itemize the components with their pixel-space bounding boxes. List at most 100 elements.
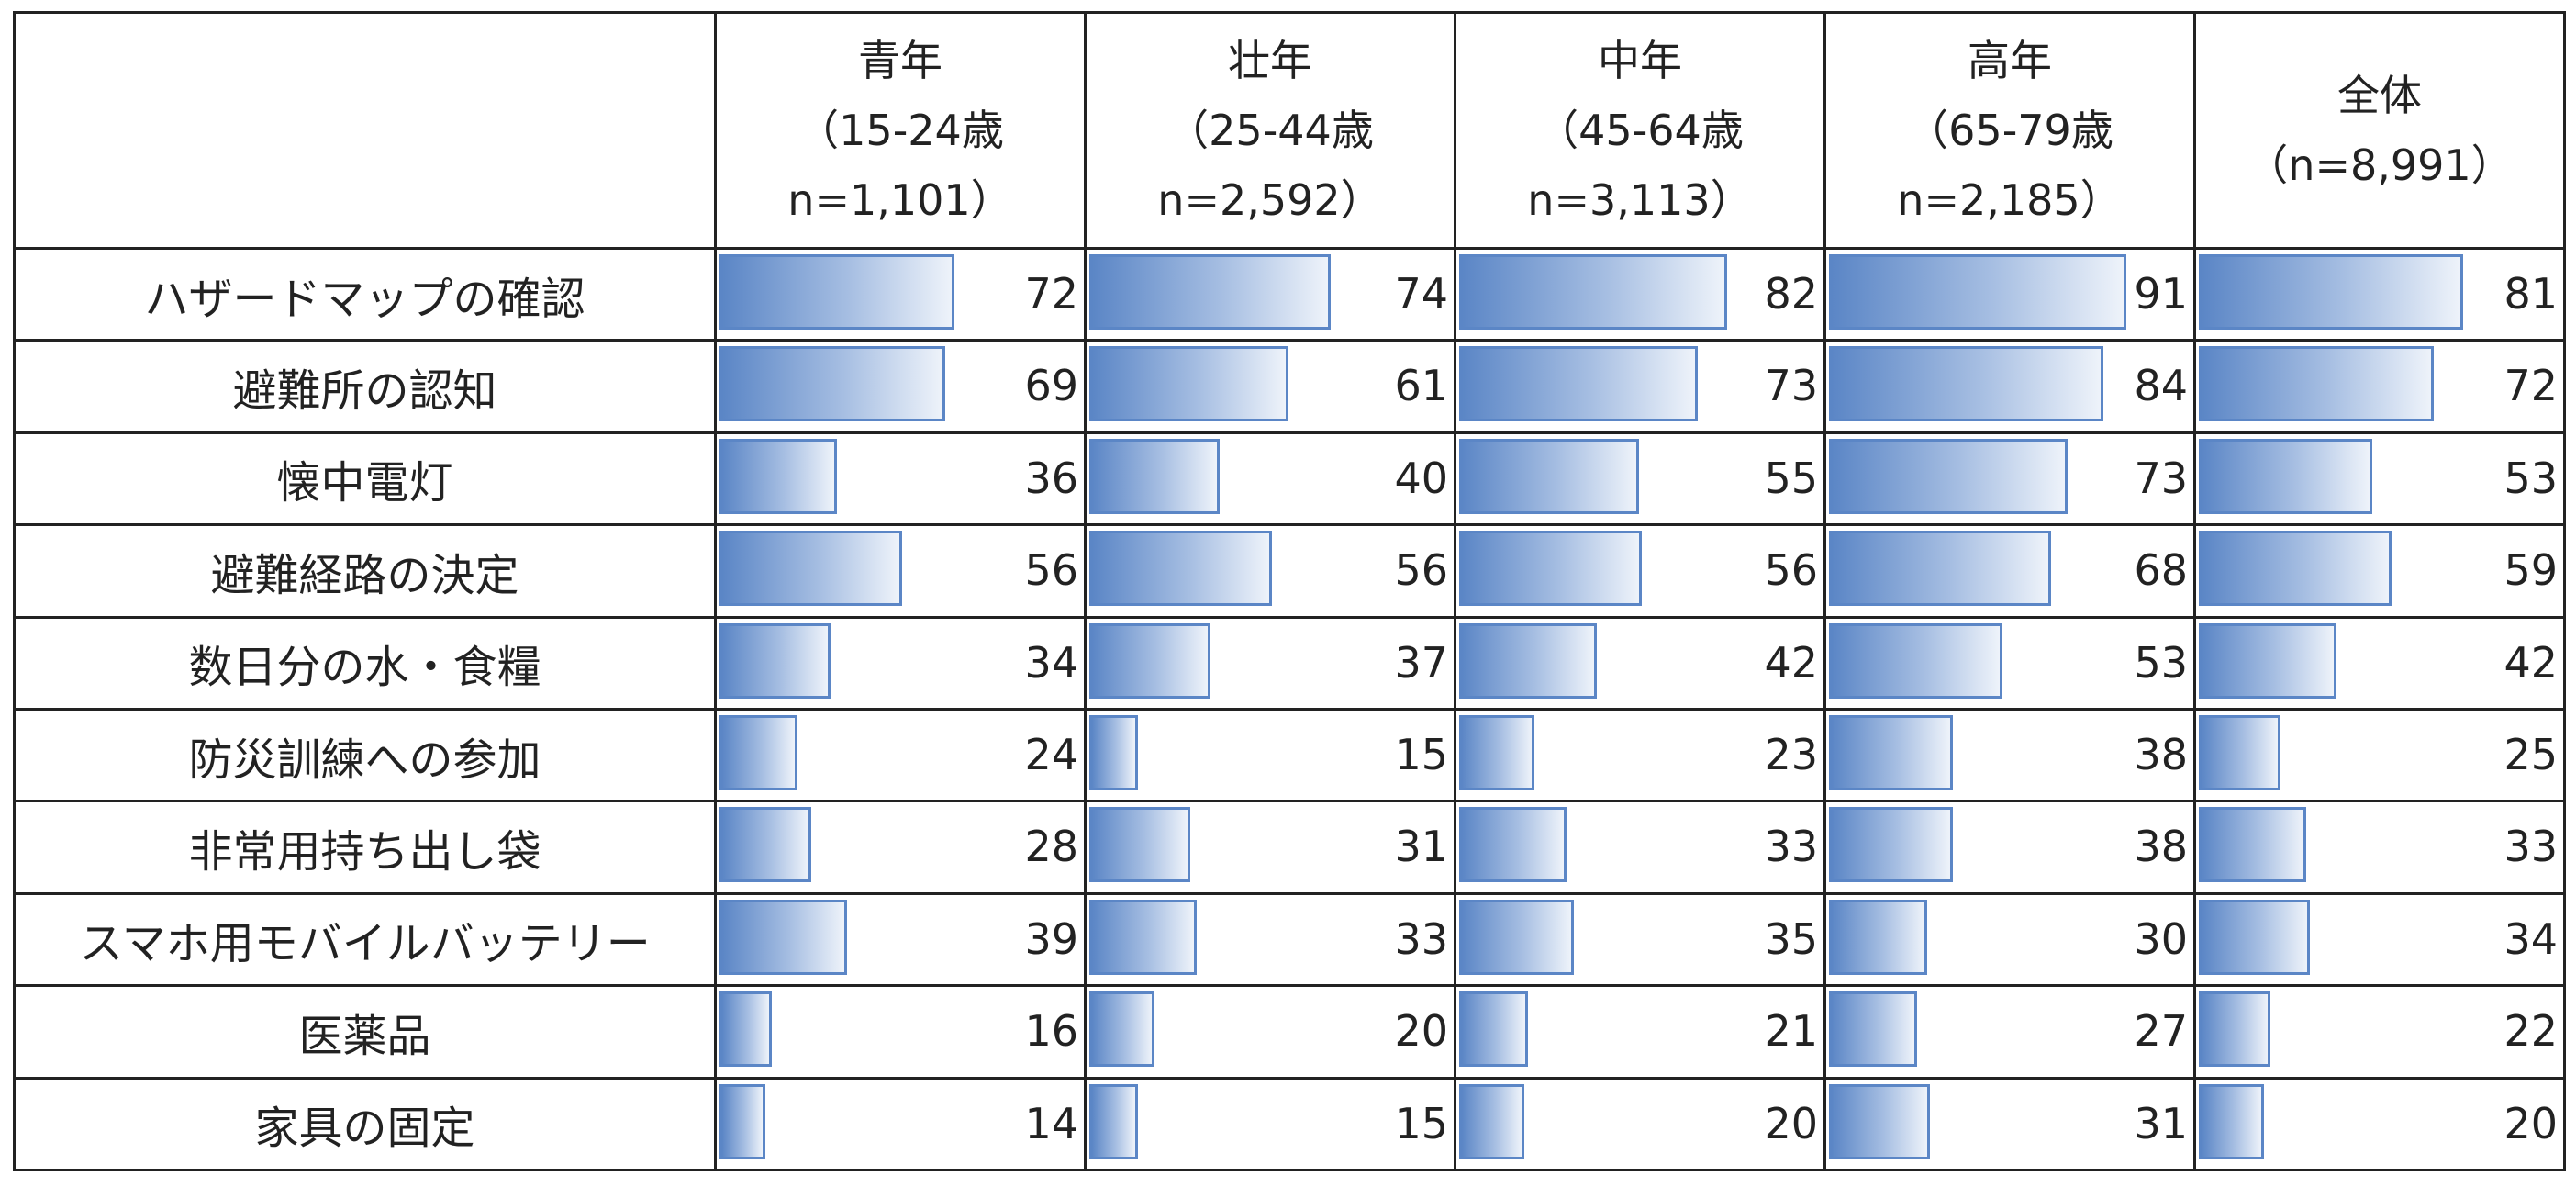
value-cell: 24 [714, 707, 1087, 803]
value-cell: 28 [714, 800, 1087, 895]
value-bar [1829, 531, 2051, 607]
value-label: 69 [1024, 361, 1078, 411]
table-row: 数日分の水・食糧 34 37 42 53 42 [13, 615, 2566, 711]
value-label: 73 [2134, 453, 2188, 503]
value-bar [719, 438, 837, 514]
value-bar [1089, 1083, 1138, 1159]
value-cell: 81 [2193, 246, 2566, 342]
column-header-line: 全体 [2337, 71, 2422, 120]
value-label: 35 [1764, 913, 1818, 964]
value-cell: 20 [1084, 984, 1456, 1080]
column-header-line: （25-44歳 [1166, 106, 1374, 155]
value-cell: 33 [1454, 800, 1826, 895]
value-bar [1829, 991, 1917, 1068]
column-header-line: 青年 [858, 36, 942, 85]
value-bar [2199, 1083, 2264, 1159]
table-row: 非常用持ち出し袋 28 31 33 38 33 [13, 800, 2566, 895]
value-label: 31 [1394, 822, 1448, 872]
value-label: 53 [2504, 453, 2558, 503]
table-row: 医薬品 16 20 21 27 22 [13, 984, 2566, 1080]
row-label: 医薬品 [13, 984, 717, 1080]
value-cell: 72 [714, 246, 1087, 342]
value-bar [719, 346, 945, 422]
value-bar [1089, 714, 1138, 790]
value-bar [1089, 346, 1288, 422]
value-label: 24 [1024, 729, 1078, 779]
value-label: 81 [2504, 269, 2558, 319]
value-bar [2199, 254, 2463, 330]
value-cell: 68 [1823, 523, 2196, 619]
column-header-line: 中年 [1598, 36, 1682, 85]
value-label: 28 [1024, 822, 1078, 872]
value-cell: 34 [714, 615, 1087, 711]
value-cell: 23 [1454, 707, 1826, 803]
column-header-line: （15-24歳 [797, 106, 1004, 155]
column-header-line: 高年 [1968, 36, 2052, 85]
column-header-line: （65-79歳 [1906, 106, 2113, 155]
value-cell: 53 [2193, 431, 2566, 527]
value-label: 72 [2504, 361, 2558, 411]
table-row: 家具の固定 14 15 20 31 20 [13, 1076, 2566, 1172]
value-cell: 38 [1823, 800, 2196, 895]
header-row: 青年 （15-24歳 n=1,101） 壮年 （25-44歳 n=2,592） 中年 （45-… [13, 11, 2566, 250]
value-cell: 72 [2193, 339, 2566, 434]
value-bar [719, 254, 954, 330]
value-cell: 59 [2193, 523, 2566, 619]
table-row: 避難経路の決定 56 56 56 68 59 [13, 523, 2566, 619]
value-label: 21 [1764, 1006, 1818, 1057]
value-bar [2199, 346, 2434, 422]
value-label: 53 [2134, 637, 2188, 688]
value-bar [1459, 991, 1528, 1068]
column-header: 中年 （45-64歳 n=3,113） [1454, 11, 1826, 250]
value-cell: 40 [1084, 431, 1456, 527]
row-label: 避難所の認知 [13, 339, 717, 434]
value-bar [719, 622, 831, 699]
value-label: 42 [2504, 637, 2558, 688]
value-cell: 56 [714, 523, 1087, 619]
value-bar [2199, 991, 2270, 1068]
value-bar [1459, 622, 1597, 699]
value-label: 59 [2504, 545, 2558, 596]
column-header: 壮年 （25-44歳 n=2,592） [1084, 11, 1456, 250]
column-header-line: n=2,185） [1897, 175, 2123, 225]
value-label: 72 [1024, 269, 1078, 319]
value-cell: 61 [1084, 339, 1456, 434]
value-cell: 73 [1454, 339, 1826, 434]
value-label: 33 [1764, 822, 1818, 872]
value-cell: 16 [714, 984, 1087, 1080]
value-bar [2199, 531, 2392, 607]
value-cell: 33 [2193, 800, 2566, 895]
column-header-line: （45-64歳 [1536, 106, 1744, 155]
row-label: 数日分の水・食糧 [13, 615, 717, 711]
value-label: 68 [2134, 545, 2188, 596]
value-cell: 69 [714, 339, 1087, 434]
value-bar [719, 807, 811, 883]
value-bar [1459, 714, 1534, 790]
value-bar [1089, 899, 1197, 975]
value-cell: 42 [2193, 615, 2566, 711]
value-bar [1459, 899, 1574, 975]
table-row: 防災訓練への参加 24 15 23 38 25 [13, 707, 2566, 803]
value-bar [1829, 438, 2068, 514]
value-label: 22 [2504, 1006, 2558, 1057]
value-label: 16 [1024, 1006, 1078, 1057]
value-bar [719, 1083, 765, 1159]
value-label: 82 [1764, 269, 1818, 319]
value-cell: 20 [2193, 1076, 2566, 1172]
row-label: 防災訓練への参加 [13, 707, 717, 803]
column-header: 青年 （15-24歳 n=1,101） [714, 11, 1087, 250]
value-cell: 84 [1823, 339, 2196, 434]
value-bar [719, 531, 902, 607]
value-label: 33 [2504, 822, 2558, 872]
value-label: 37 [1394, 637, 1448, 688]
value-cell: 39 [714, 891, 1087, 988]
value-label: 73 [1764, 361, 1818, 411]
value-bar [1829, 899, 1927, 975]
value-cell: 27 [1823, 984, 2196, 1080]
value-label: 15 [1394, 1098, 1448, 1148]
value-cell: 35 [1454, 891, 1826, 988]
value-cell: 56 [1084, 523, 1456, 619]
value-cell: 30 [1823, 891, 2196, 988]
table-row: ハザードマップの確認 72 74 82 91 81 [13, 246, 2566, 342]
value-label: 34 [1024, 637, 1078, 688]
